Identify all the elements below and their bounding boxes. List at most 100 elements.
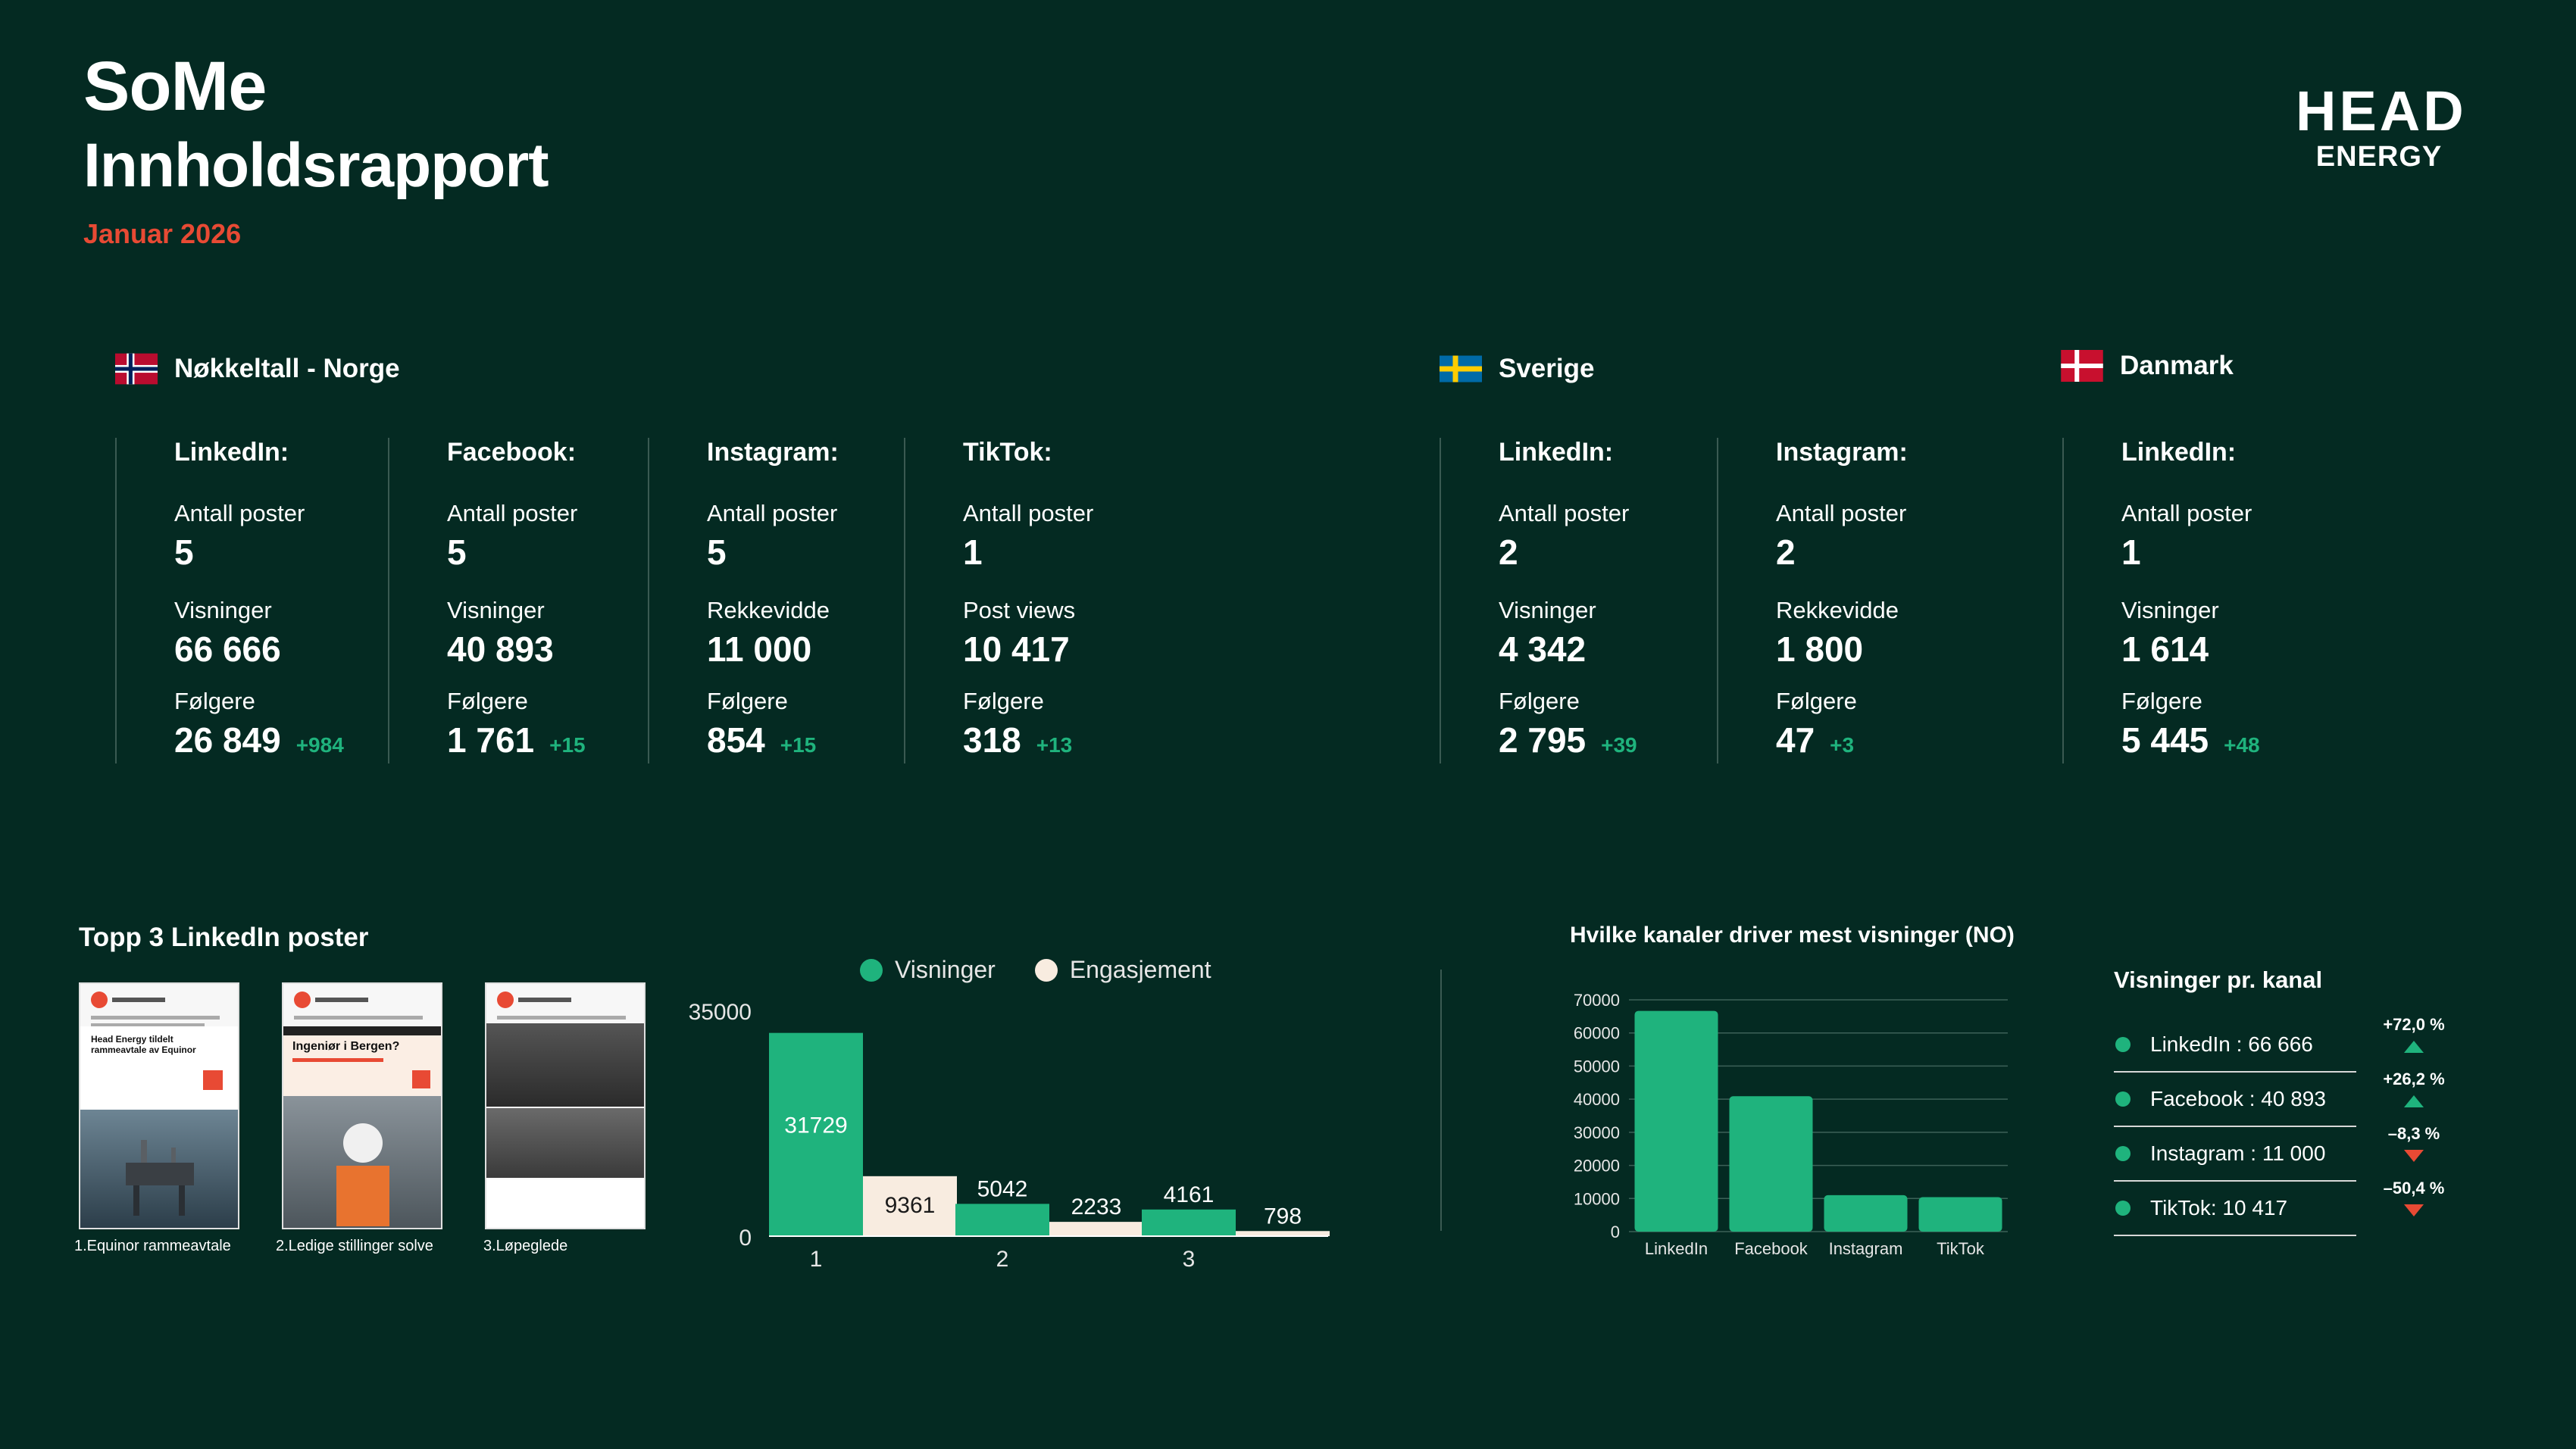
legend-visninger: Visninger <box>860 956 996 984</box>
kpi-label-posts: Antall poster <box>447 500 578 526</box>
kpi-value-followers: 1 761 <box>447 720 535 760</box>
bar-engasjement <box>1049 1222 1143 1236</box>
kpi-follower-delta: +13 <box>1036 733 1073 757</box>
kpi-channel-name: LinkedIn: <box>2121 438 2237 467</box>
kanal-dot-icon <box>2115 1037 2131 1052</box>
kanal-change: –8,3 % <box>2372 1124 2456 1162</box>
kpi-followers-row: 1 761 +15 <box>447 720 586 760</box>
kpi-value-views: 1 800 <box>1776 629 1864 669</box>
kpi-value-views: 1 614 <box>2121 629 2209 669</box>
kpi-channel-name: Instagram: <box>1776 438 1908 467</box>
kpi-value-views: 40 893 <box>447 629 554 669</box>
kanal-dot-icon <box>2115 1201 2131 1216</box>
bar-value-label: 798 <box>1264 1204 1302 1229</box>
x-tick-label: TikTok <box>1937 1239 1985 1258</box>
kpi-channel-name: LinkedIn: <box>1499 438 1614 467</box>
kpi-followers-row: 47 +3 <box>1776 720 1854 760</box>
norway-flag-icon <box>115 353 158 385</box>
post-thumbnail-1[interactable]: Head Energy tildelt rammeavtale av Equin… <box>79 982 239 1229</box>
oil-platform-image <box>126 1140 194 1216</box>
kanal-change: +72,0 % <box>2372 1015 2456 1053</box>
y-tick-label: 60000 <box>1574 1024 1620 1043</box>
top3-bar-chart: 0 35000 31729 9361 1 5042 2233 2 4161 798 3 <box>689 1000 1330 1272</box>
kpi-value-views: 10 417 <box>963 629 1070 669</box>
denmark-flag-icon <box>2061 350 2103 382</box>
legend-engasjement: Engasjement <box>1034 956 1211 984</box>
x-tick-label: Instagram <box>1829 1239 1903 1258</box>
kpi-value-views: 4 342 <box>1499 629 1587 669</box>
kpi-follower-delta: +984 <box>295 733 344 757</box>
sweden-kpi-column: Instagram: Antall poster 2 Rekkevidde 1 800 F… <box>1717 438 1968 764</box>
bar-engasjement <box>863 1176 957 1236</box>
bar-visninger <box>1142 1209 1236 1236</box>
sweden-kpi-column: LinkedIn: Antall poster 2 Visninger 4 342 Føl… <box>1440 438 1691 764</box>
kpi-value-posts: 5 <box>707 532 727 572</box>
report-subtitle: Innholdsrapport <box>83 131 549 200</box>
bar-visninger <box>955 1204 1049 1236</box>
kanal-label: Facebook : 40 893 <box>2150 1087 2326 1110</box>
norway-title-text: Nøkkeltall - Norge <box>174 354 400 383</box>
kanal-change-text: –8,3 % <box>2387 1124 2440 1143</box>
kanal-label: Instagram : 11 000 <box>2150 1141 2326 1165</box>
kpi-label-views: Post views <box>963 597 1076 623</box>
kpi-label-followers: Følgere <box>1499 688 1580 714</box>
kpi-label-views: Rekkevidde <box>707 597 830 623</box>
kpi-followers-row: 26 849 +984 <box>174 720 344 760</box>
kpi-channel-name: Facebook: <box>447 438 577 467</box>
kpi-label-views: Visninger <box>1499 597 1596 623</box>
kpi-label-views: Visninger <box>447 597 545 623</box>
kpi-value-followers: 2 795 <box>1499 720 1587 760</box>
kpi-value-posts: 5 <box>174 532 194 572</box>
kpi-value-posts: 2 <box>1499 532 1518 572</box>
bar-instagram <box>1824 1194 1908 1232</box>
top3-title: Topp 3 LinkedIn poster <box>79 923 369 952</box>
kpi-label-followers: Følgere <box>447 688 528 714</box>
kpi-value-views: 11 000 <box>707 629 812 669</box>
kanal-dot-icon <box>2115 1146 2131 1161</box>
kpi-label-posts: Antall poster <box>963 500 1094 526</box>
kpi-follower-delta: +48 <box>2224 733 2260 757</box>
logo-text-head: HEAD <box>2296 80 2467 142</box>
post-thumbnail-3[interactable] <box>485 982 646 1229</box>
kpi-label-posts: Antall poster <box>707 500 838 526</box>
sweden-title-text: Sverige <box>1499 354 1595 383</box>
section-divider <box>1440 970 1442 1231</box>
kpi-value-followers: 47 <box>1776 720 1815 760</box>
y-tick-label: 70000 <box>1574 991 1620 1010</box>
kanal-row: Facebook : 40 893 <box>2114 1073 2356 1127</box>
arrow-up-icon <box>2404 1095 2424 1107</box>
arrow-down-icon <box>2404 1204 2424 1216</box>
kanal-change: +26,2 % <box>2372 1070 2456 1107</box>
denmark-section-title: Danmark <box>2061 350 2234 382</box>
post-1-headline: Head Energy tildelt rammeavtale av Equin… <box>91 1034 196 1055</box>
y-tick-label: 40000 <box>1574 1090 1620 1109</box>
kpi-label-posts: Antall poster <box>1776 500 1907 526</box>
report-title: SoMe <box>83 48 267 125</box>
arrow-down-icon <box>2404 1150 2424 1162</box>
kpi-follower-delta: +3 <box>1830 733 1855 757</box>
kpi-value-followers: 5 445 <box>2121 720 2209 760</box>
x-tick-label: 1 <box>810 1247 823 1272</box>
kpi-label-posts: Antall poster <box>2121 500 2252 526</box>
y-tick-label: 20000 <box>1574 1157 1620 1176</box>
x-tick-label: Facebook <box>1734 1239 1809 1258</box>
kpi-channel-name: Instagram: <box>707 438 839 467</box>
kpi-channel-name: TikTok: <box>963 438 1052 467</box>
x-tick-label: 2 <box>996 1247 1009 1272</box>
kpi-label-followers: Følgere <box>1776 688 1857 714</box>
kpi-label-views: Rekkevidde <box>1776 597 1899 623</box>
post-thumbnail-2[interactable]: Ingeniør i Bergen? <box>282 982 442 1229</box>
kanal-label: LinkedIn : 66 666 <box>2150 1032 2313 1056</box>
kpi-value-views: 66 666 <box>174 629 281 669</box>
kpi-label-posts: Antall poster <box>1499 500 1630 526</box>
kpi-value-posts: 5 <box>447 532 467 572</box>
head-energy-logo: HEAD ENERGY <box>2296 80 2467 176</box>
norway-kpi-column: TikTok: Antall poster 1 Post views 10 417 Føl… <box>904 438 1155 764</box>
kpi-followers-row: 318 +13 <box>963 720 1072 760</box>
bar-facebook <box>1729 1096 1813 1232</box>
denmark-kpi-column: LinkedIn: Antall poster 1 Visninger 1 614 Føl… <box>2062 438 2314 764</box>
kanal-label: TikTok: 10 417 <box>2150 1196 2288 1219</box>
bar-engasjement <box>1236 1231 1330 1236</box>
kanal-row: TikTok: 10 417 <box>2114 1182 2356 1236</box>
bar-value-label: 5042 <box>977 1176 1028 1201</box>
